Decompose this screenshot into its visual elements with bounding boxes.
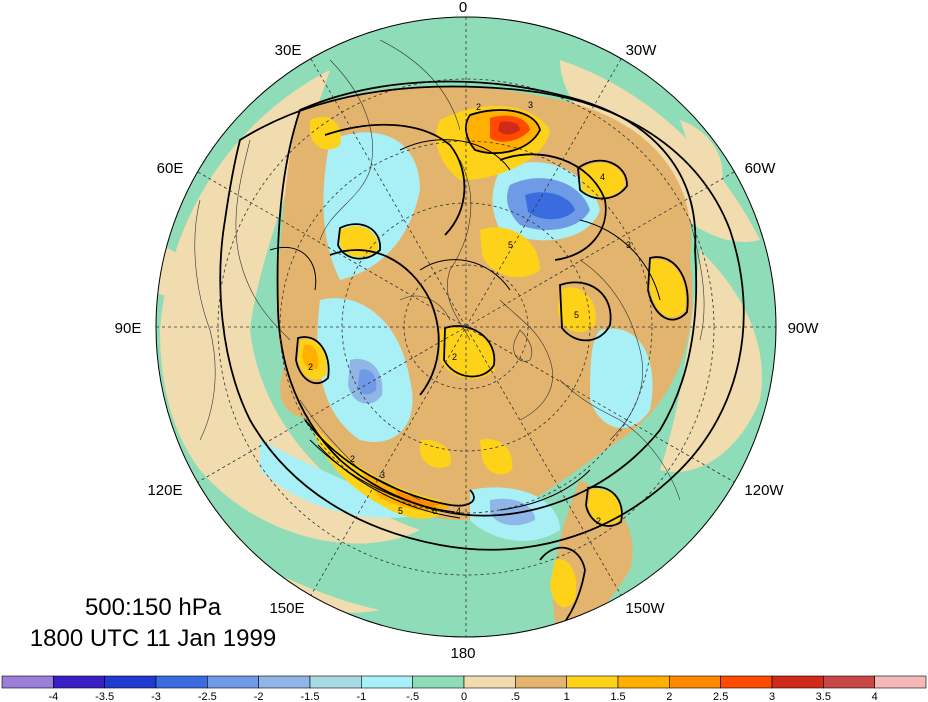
- longitude-label-60e: 60E: [157, 160, 184, 177]
- contour-label: 5: [574, 310, 579, 320]
- colorbar-tick-label: -1.5: [301, 691, 320, 702]
- colorbar-swatch: [53, 675, 105, 689]
- colorbar-swatch: [258, 675, 311, 689]
- polar-map: 2 3 4 5 2 2 3 5 6 4 2 5 3 2: [156, 17, 776, 637]
- contour-label: 4: [456, 506, 461, 516]
- colorbar-tick-label: 2: [666, 691, 672, 702]
- contour-label: 2: [596, 516, 601, 526]
- longitude-label-150e: 150E: [269, 600, 304, 617]
- contour-label: 4: [600, 172, 605, 182]
- colorbar-swatch: [823, 675, 875, 689]
- longitude-label-0: 0: [459, 0, 467, 16]
- colorbar-tick-label: 0: [461, 691, 467, 702]
- contour-label: 2: [476, 102, 481, 112]
- colorbar-tick-label: -2.5: [198, 691, 217, 702]
- colorbar-swatch: [720, 675, 773, 689]
- longitude-label-120e: 120E: [147, 482, 182, 499]
- longitude-label-150w: 150W: [625, 600, 665, 617]
- longitude-label-30w: 30W: [626, 42, 658, 59]
- colorbar-swatch: [771, 675, 824, 689]
- contour-label: 3: [626, 240, 631, 250]
- colorbar-tick-label: .5: [511, 691, 520, 702]
- colorbar-swatch: [155, 675, 208, 689]
- colorbar-swatch: [515, 675, 567, 689]
- shaded-field-negative-strong: [348, 178, 590, 526]
- contour-label: 2: [308, 362, 313, 372]
- colorbar: -4 -3.5 -3 -2.5 -2 -1.5 -1 -.5 0 .5 1 1.5 2 2.5 3 3.5 4: [1, 675, 927, 702]
- longitude-labels: 0 30W 60W 90W 120W 150W 180 150E 120E 90…: [115, 0, 820, 662]
- contour-label: 2: [350, 454, 355, 464]
- colorbar-swatch: [104, 675, 157, 689]
- longitude-label-180: 180: [450, 645, 475, 662]
- colorbar-swatch: [309, 675, 362, 689]
- colorbar-swatch: [361, 675, 413, 689]
- colorbar-swatch: [207, 675, 259, 689]
- colorbar-tick-label: -2: [254, 691, 264, 702]
- caption-levels: 500:150 hPa: [85, 594, 222, 621]
- colorbar-tick-label: 3.5: [816, 691, 831, 702]
- contour-label: 5: [508, 240, 513, 250]
- colorbar-tick-label: -1: [356, 691, 366, 702]
- caption-valid-time: 1800 UTC 11 Jan 1999: [30, 625, 276, 652]
- map-border: [155, 16, 777, 638]
- contour-label: 5: [398, 506, 403, 516]
- colorbar-tick-label: 4: [872, 691, 878, 702]
- colorbar-tick-label: 1: [564, 691, 570, 702]
- longitude-label-90w: 90W: [788, 320, 820, 337]
- colorbar-swatch: [463, 675, 516, 689]
- colorbar-tick-label: -3.5: [95, 691, 114, 702]
- colorbar-swatch: [1, 675, 54, 689]
- longitude-label-120w: 120W: [744, 482, 784, 499]
- contour-label: 3: [528, 100, 533, 110]
- contour-label: 3: [380, 470, 385, 480]
- shaded-field-positive-weak: [156, 60, 762, 613]
- colorbar-tick-label: -4: [48, 691, 58, 702]
- colorbar-tick-label: 1.5: [610, 691, 625, 702]
- colorbar-tick-label: 3: [769, 691, 775, 702]
- contour-label: 2: [452, 352, 457, 362]
- colorbar-tick-label: 2.5: [713, 691, 728, 702]
- colorbar-swatch: [874, 675, 927, 689]
- colorbar-tick-label: -3: [151, 691, 161, 702]
- longitude-label-90e: 90E: [115, 320, 142, 337]
- contour-value-labels: 2 3 4 5 2 2 3 5 6 4 2 5 3 2: [308, 100, 631, 526]
- colorbar-swatch: [566, 675, 619, 689]
- colorbar-swatch: [412, 675, 465, 689]
- longitude-label-60w: 60W: [745, 160, 777, 177]
- longitude-label-30e: 30E: [275, 42, 302, 59]
- graticule: [156, 17, 776, 637]
- colorbar-swatch: [669, 675, 721, 689]
- colorbar-tick-label: -.5: [406, 691, 419, 702]
- contour-label: 6: [432, 506, 437, 516]
- caption: 500:150 hPa 1800 UTC 11 Jan 1999: [30, 594, 276, 652]
- colorbar-swatch: [617, 675, 670, 689]
